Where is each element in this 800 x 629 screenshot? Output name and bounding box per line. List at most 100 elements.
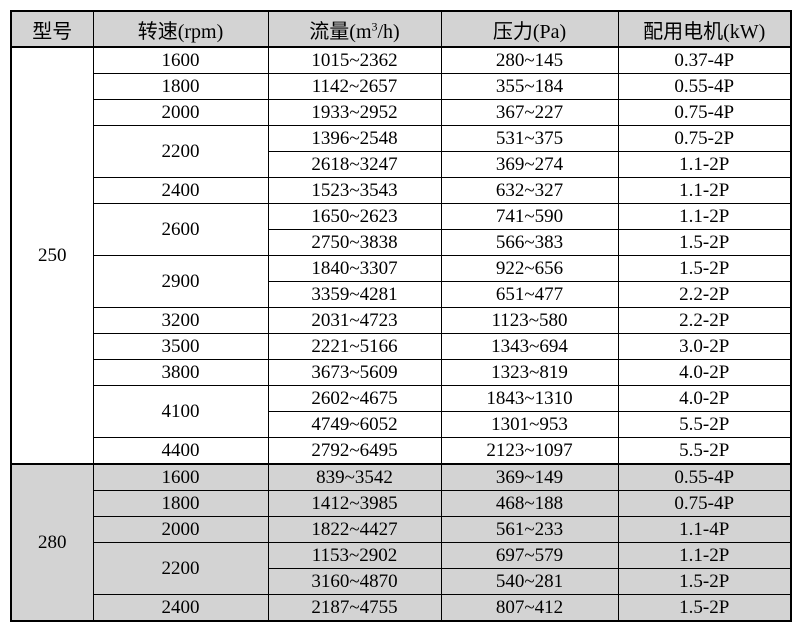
- motor-cell: 4.0-2P: [617, 359, 792, 386]
- flow-cell: 1396~2548: [267, 125, 442, 152]
- flow-cell: 3359~4281: [267, 281, 442, 308]
- motor-cell: 3.0-2P: [617, 333, 792, 360]
- motor-cell: 2.2-2P: [617, 307, 792, 334]
- model-cell: 250: [10, 46, 94, 465]
- pressure-cell: 697~579: [440, 542, 619, 569]
- table-row: 280 1600 839~3542 369~149 0.55-4P: [10, 463, 792, 622]
- motor-cell: 0.37-4P: [617, 46, 792, 74]
- table-row: 3359~4281 651~477 2.2-2P: [11, 281, 792, 308]
- pressure-cell: 632~327: [440, 177, 619, 204]
- pressure-cell: 1843~1310: [440, 385, 619, 412]
- table-row: 3500 2221~5166 1343~694 3.0-2P: [11, 333, 792, 360]
- pressure-cell: 1343~694: [440, 333, 619, 360]
- motor-cell: 1.5-2P: [617, 229, 792, 256]
- table-row: 2600 1650~2623 741~590 1.1-2P: [11, 203, 792, 256]
- speed-cell: 2200: [92, 542, 269, 595]
- col-header-speed: 转速(rpm): [92, 10, 269, 48]
- table-row: 1800 1142~2657 355~184 0.55-4P: [11, 73, 792, 100]
- motor-cell: 0.75-4P: [617, 490, 792, 517]
- pressure-cell: 651~477: [440, 281, 619, 308]
- flow-cell: 2792~6495: [267, 437, 442, 465]
- flow-cell: 839~3542: [267, 463, 442, 491]
- flow-cell: 1650~2623: [267, 203, 442, 230]
- col-header-flow: 流量(m3/h): [267, 10, 442, 48]
- speed-cell: 4100: [92, 385, 269, 438]
- flow-cell: 1840~3307: [267, 255, 442, 282]
- table-row: 2200 1153~2902 697~579 1.1-2P: [11, 542, 792, 595]
- speed-cell: 1800: [92, 73, 269, 100]
- pressure-cell: 807~412: [440, 594, 619, 622]
- table-row: 2400 2187~4755 807~412 1.5-2P: [11, 594, 792, 622]
- flow-cell: 4749~6052: [267, 411, 442, 438]
- col-header-pressure: 压力(Pa): [440, 10, 619, 48]
- motor-cell: 5.5-2P: [617, 437, 792, 465]
- flow-cell: 3673~5609: [267, 359, 442, 386]
- table-row: 2900 1840~3307 922~656 1.5-2P: [11, 255, 792, 308]
- motor-cell: 4.0-2P: [617, 385, 792, 412]
- flow-header-superscript: 3: [371, 18, 378, 33]
- table-row: 1800 1412~3985 468~188 0.75-4P: [11, 490, 792, 517]
- motor-cell: 5.5-2P: [617, 411, 792, 438]
- speed-cell: 2000: [92, 516, 269, 543]
- flow-cell: 2221~5166: [267, 333, 442, 360]
- motor-cell: 0.55-4P: [617, 463, 792, 491]
- flow-cell: 2618~3247: [267, 151, 442, 178]
- table-row: 3160~4870 540~281 1.5-2P: [11, 568, 792, 595]
- pressure-cell: 2123~1097: [440, 437, 619, 465]
- table-row: 250 1600 1015~2362 280~145 0.37-4P: [10, 46, 792, 465]
- pressure-cell: 1323~819: [440, 359, 619, 386]
- flow-cell: 1153~2902: [267, 542, 442, 569]
- pressure-cell: 531~375: [440, 125, 619, 152]
- pressure-cell: 280~145: [440, 46, 619, 74]
- motor-cell: 1.5-2P: [617, 568, 792, 595]
- speed-cell: 3200: [92, 307, 269, 334]
- motor-cell: 2.2-2P: [617, 281, 792, 308]
- table-body: 250 1600 1015~2362 280~145 0.37-4P 1800 1142~2…: [10, 46, 792, 622]
- flow-header-suffix: /h): [377, 20, 400, 43]
- motor-cell: 0.75-4P: [617, 99, 792, 126]
- table-row: 2400 1523~3543 632~327 1.1-2P: [11, 177, 792, 204]
- pressure-cell: 355~184: [440, 73, 619, 100]
- model-cell: 280: [10, 463, 94, 622]
- pressure-cell: 369~274: [440, 151, 619, 178]
- motor-cell: 0.55-4P: [617, 73, 792, 100]
- speed-cell: 3500: [92, 333, 269, 360]
- flow-cell: 1933~2952: [267, 99, 442, 126]
- flow-cell: 1822~4427: [267, 516, 442, 543]
- speed-cell: 3800: [92, 359, 269, 386]
- motor-cell: 1.1-2P: [617, 151, 792, 178]
- header-row: 型号 转速(rpm) 流量(m3/h) 压力(Pa) 配用电机(kW): [10, 10, 792, 48]
- speed-cell: 1800: [92, 490, 269, 517]
- motor-cell: 1.5-2P: [617, 255, 792, 282]
- pressure-cell: 561~233: [440, 516, 619, 543]
- speed-cell: 1600: [92, 46, 269, 74]
- pressure-cell: 468~188: [440, 490, 619, 517]
- motor-cell: 1.1-4P: [617, 516, 792, 543]
- motor-cell: 1.5-2P: [617, 594, 792, 622]
- speed-cell: 2400: [92, 594, 269, 622]
- flow-cell: 1412~3985: [267, 490, 442, 517]
- flow-cell: 1015~2362: [267, 46, 442, 74]
- table-row: 3800 3673~5609 1323~819 4.0-2P: [11, 359, 792, 386]
- table-row: 2200 1396~2548 531~375 0.75-2P: [11, 125, 792, 178]
- flow-cell: 3160~4870: [267, 568, 442, 595]
- pressure-cell: 540~281: [440, 568, 619, 595]
- flow-cell: 2187~4755: [267, 594, 442, 622]
- table-row: 2618~3247 369~274 1.1-2P: [11, 151, 792, 178]
- table-row: 2000 1822~4427 561~233 1.1-4P: [11, 516, 792, 543]
- table-row: 4100 2602~4675 1843~1310 4.0-2P: [11, 385, 792, 438]
- pressure-cell: 369~149: [440, 463, 619, 491]
- table-row: 3200 2031~4723 1123~580 2.2-2P: [11, 307, 792, 334]
- pressure-cell: 367~227: [440, 99, 619, 126]
- pressure-cell: 1301~953: [440, 411, 619, 438]
- col-header-motor: 配用电机(kW): [617, 10, 792, 48]
- motor-cell: 0.75-2P: [617, 125, 792, 152]
- motor-cell: 1.1-2P: [617, 203, 792, 230]
- pressure-cell: 1123~580: [440, 307, 619, 334]
- table-row: 4400 2792~6495 2123~1097 5.5-2P: [11, 437, 792, 465]
- speed-cell: 2000: [92, 99, 269, 126]
- table-row: 2750~3838 566~383 1.5-2P: [11, 229, 792, 256]
- speed-cell: 2900: [92, 255, 269, 308]
- pressure-cell: 741~590: [440, 203, 619, 230]
